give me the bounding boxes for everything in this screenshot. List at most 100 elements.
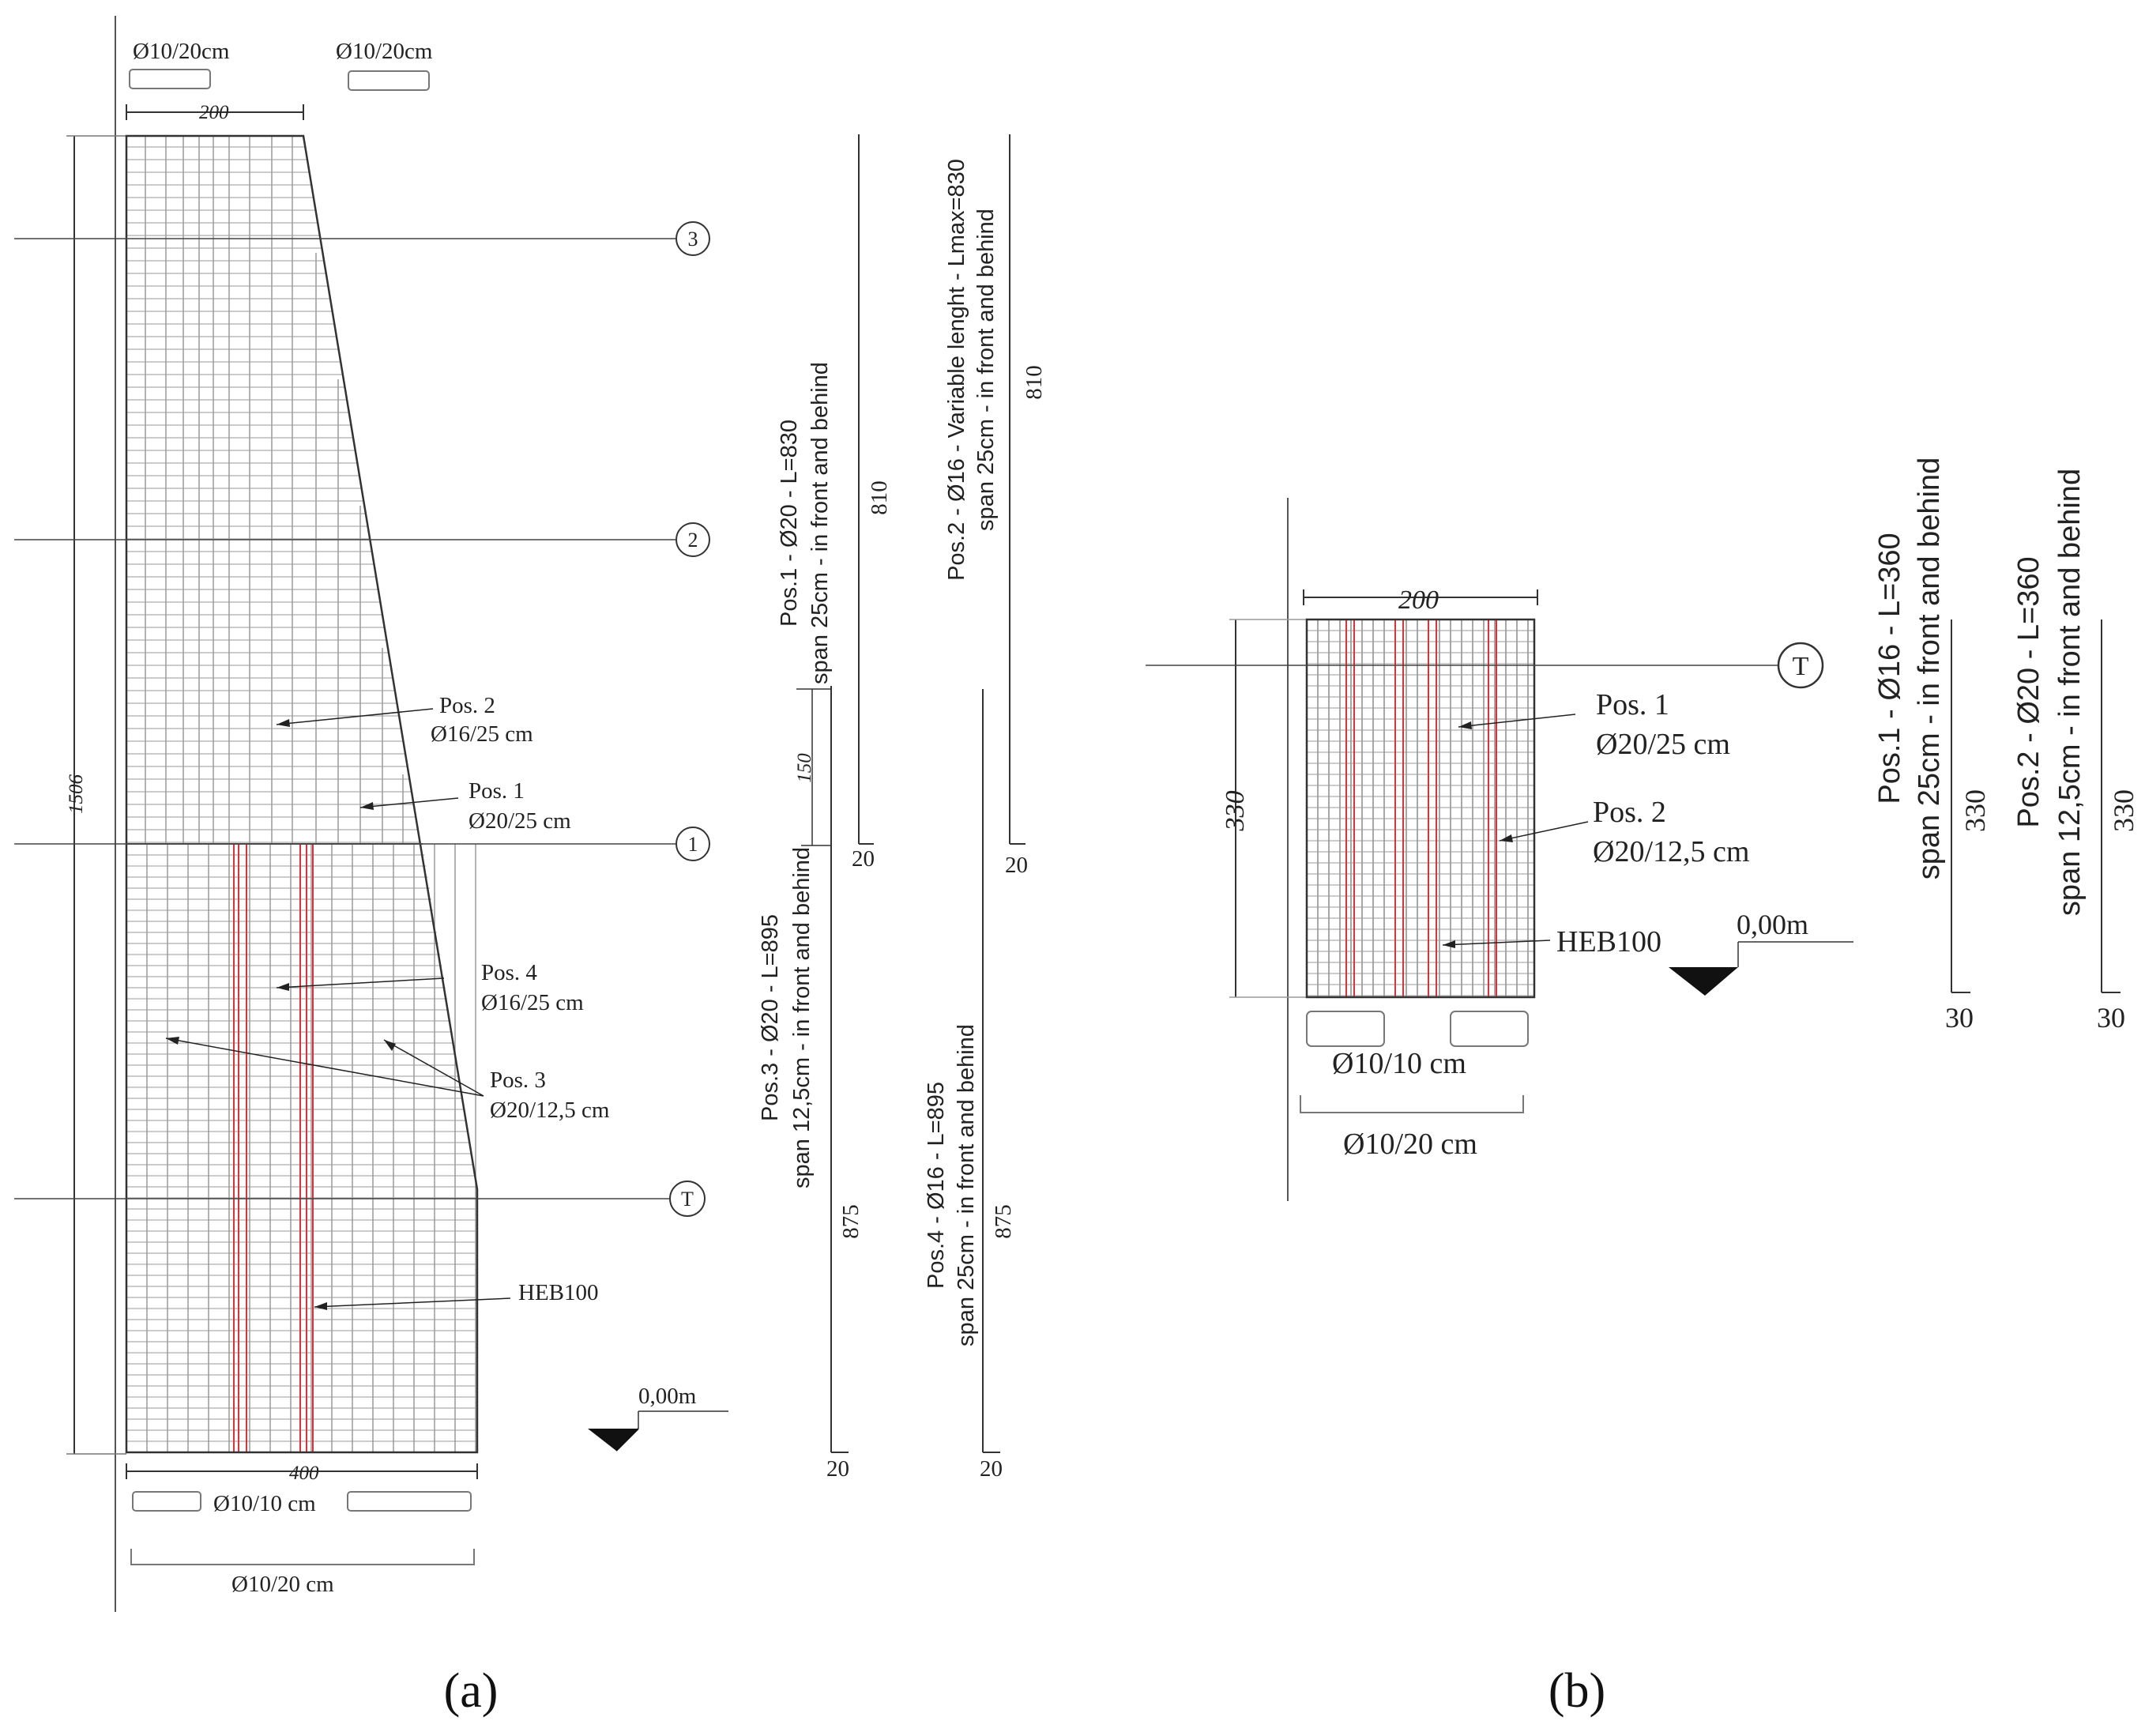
b-section-hoops — [1307, 630, 1534, 996]
svg-text:20: 20 — [852, 846, 875, 872]
callout-pos3: Pos. 3 Ø20/12,5 cm — [165, 1037, 610, 1123]
svg-text:span 25cm - in front and behin: span 25cm - in front and behind — [1913, 458, 1946, 879]
b-bottom-bar-short-label: Ø10/10 cm — [1332, 1047, 1466, 1080]
svg-text:Pos. 2: Pos. 2 — [439, 693, 495, 718]
top-bar-right-label: Ø10/20cm — [336, 39, 433, 64]
b-schedule-pos1: Pos.1 - Ø16 - L=360 span 25cm - in front… — [1873, 458, 1991, 1034]
svg-text:810: 810 — [1022, 365, 1047, 400]
axis-3-marker — [675, 221, 710, 256]
schedule-pos3: Pos.3 - Ø20 - L=895 span 12,5cm - in fro… — [758, 686, 864, 1482]
svg-text:Pos. 2: Pos. 2 — [1593, 796, 1666, 829]
b-bottom-bar-right — [1450, 1011, 1529, 1047]
callout-heb100: HEB100 — [314, 1280, 599, 1310]
axis-1-label: 1 — [688, 833, 698, 856]
schedule-pos1: Pos.1 - Ø20 - L=830 span 25cm - in front… — [777, 134, 892, 872]
svg-text:20: 20 — [1005, 853, 1028, 878]
svg-text:HEB100: HEB100 — [518, 1280, 599, 1305]
svg-text:Ø16/25 cm: Ø16/25 cm — [481, 990, 584, 1015]
callout-pos1: Pos. 1 Ø20/25 cm — [359, 778, 571, 834]
b-bottom-bar-long — [1300, 1095, 1524, 1113]
upper-section-grid — [145, 136, 404, 844]
svg-text:875: 875 — [838, 1204, 864, 1239]
bottom-bar-long-label: Ø10/20 cm — [231, 1572, 334, 1597]
svg-text:span 25cm - in front and behin: span 25cm - in front and behind — [954, 1024, 979, 1346]
svg-text:30: 30 — [1945, 1002, 1974, 1034]
svg-text:Ø16/25 cm: Ø16/25 cm — [431, 721, 533, 747]
b-level-marker: 0,00m — [1669, 909, 1853, 996]
svg-text:Ø20/12,5 cm: Ø20/12,5 cm — [1593, 835, 1749, 868]
heb100-profile — [233, 844, 314, 1452]
svg-text:Ø20/25 cm: Ø20/25 cm — [1596, 728, 1730, 761]
b-dim-width: 200 — [1398, 586, 1439, 615]
axis-2-marker — [675, 522, 710, 557]
svg-text:330: 330 — [1959, 789, 1991, 832]
bottom-bar-short-label: Ø10/10 cm — [213, 1491, 316, 1516]
dim-top-width: 200 — [199, 102, 229, 123]
dim-bottom-width: 400 — [289, 1463, 319, 1484]
svg-text:Pos.2 - Ø16 - Variable lenght: Pos.2 - Ø16 - Variable lenght - Lmax=830 — [944, 159, 969, 581]
svg-text:Pos.1 - Ø20 - L=830: Pos.1 - Ø20 - L=830 — [777, 420, 802, 627]
panel-a: Ø10/20cm Ø10/20cm 200 1506 — [14, 16, 1047, 1718]
svg-text:span 12,5cm - in front and beh: span 12,5cm - in front and behind — [2053, 469, 2087, 916]
b-callout-pos1: Pos. 1 Ø20/25 cm — [1458, 688, 1730, 761]
b-dim-height: 330 — [1221, 791, 1250, 832]
svg-text:Pos.2 - Ø20 - L=360: Pos.2 - Ø20 - L=360 — [2012, 556, 2045, 827]
svg-text:Pos.1 - Ø16 - L=360: Pos.1 - Ø16 - L=360 — [1873, 533, 1906, 804]
svg-text:Pos. 3: Pos. 3 — [490, 1068, 546, 1093]
top-bar-left — [129, 69, 211, 89]
b-heb100-profile — [1345, 619, 1497, 997]
lower-section-verticals — [146, 844, 476, 1452]
svg-text:Pos. 4: Pos. 4 — [481, 960, 537, 985]
schedule-pos4: Pos.4 - Ø16 - L=895 span 25cm - in front… — [924, 689, 1016, 1482]
dim-150: 150 — [794, 688, 831, 846]
svg-text:Pos. 1: Pos. 1 — [1596, 688, 1669, 721]
bottom-bar-long — [130, 1549, 475, 1565]
svg-text:Pos. 1: Pos. 1 — [469, 778, 525, 804]
svg-text:20: 20 — [980, 1456, 1003, 1482]
svg-text:30: 30 — [2097, 1002, 2125, 1034]
bottom-bar-left — [132, 1491, 201, 1512]
level-marker: 0,00m — [588, 1384, 728, 1452]
schedule-pos2: Pos.2 - Ø16 - Variable lenght - Lmax=830… — [944, 134, 1047, 878]
svg-text:Ø20/25 cm: Ø20/25 cm — [469, 808, 571, 834]
svg-text:0,00m: 0,00m — [638, 1384, 697, 1409]
axis-t-label: T — [681, 1188, 694, 1211]
callout-pos4: Pos. 4 Ø16/25 cm — [276, 960, 584, 1015]
axis-2-label: 2 — [688, 529, 698, 552]
panel-b: 200 330 T Pos. 1 Ø20/25 cm — [1146, 458, 2139, 1718]
b-axis-t-marker — [1777, 642, 1824, 689]
svg-text:span 25cm - in front and behin: span 25cm - in front and behind — [973, 209, 999, 531]
b-callout-heb100: HEB100 — [1442, 925, 1661, 958]
svg-text:150: 150 — [794, 753, 815, 783]
b-section-outline — [1305, 618, 1536, 999]
callout-pos2: Pos. 2 Ø16/25 cm — [276, 693, 533, 747]
top-bar-right — [348, 70, 430, 91]
caption-a: (a) — [444, 1664, 499, 1718]
svg-text:0,00m: 0,00m — [1737, 909, 1808, 940]
svg-text:span 25cm - in front and behin: span 25cm - in front and behind — [807, 362, 833, 684]
b-schedule-pos2: Pos.2 - Ø20 - L=360 span 12,5cm - in fro… — [2012, 469, 2139, 1034]
b-callout-pos2: Pos. 2 Ø20/12,5 cm — [1499, 796, 1749, 868]
svg-text:330: 330 — [2108, 789, 2139, 832]
dim-height: 1506 — [66, 774, 87, 815]
svg-text:20: 20 — [826, 1456, 849, 1482]
svg-text:HEB100: HEB100 — [1556, 925, 1661, 958]
b-axis-t-label: T — [1793, 652, 1809, 681]
svg-text:span 12,5cm - in front and beh: span 12,5cm - in front and behind — [789, 847, 815, 1188]
svg-text:Ø20/12,5 cm: Ø20/12,5 cm — [490, 1098, 610, 1123]
axis-t-marker — [669, 1181, 706, 1217]
svg-text:810: 810 — [867, 480, 892, 515]
lower-section-hoops — [126, 854, 477, 1442]
svg-text:Pos.4 - Ø16 - L=895: Pos.4 - Ø16 - L=895 — [924, 1082, 949, 1289]
top-bar-left-label: Ø10/20cm — [133, 39, 230, 64]
wall-outline — [125, 134, 479, 1454]
axis-1-marker — [675, 827, 710, 861]
svg-text:875: 875 — [991, 1204, 1016, 1239]
svg-text:Pos.3 - Ø20 - L=895: Pos.3 - Ø20 - L=895 — [758, 914, 783, 1121]
b-bottom-bar-left — [1306, 1011, 1385, 1047]
upper-section-hoops — [126, 146, 420, 843]
bottom-bar-right — [347, 1491, 472, 1512]
b-bottom-bar-long-label: Ø10/20 cm — [1343, 1128, 1477, 1161]
caption-b: (b) — [1549, 1664, 1605, 1718]
